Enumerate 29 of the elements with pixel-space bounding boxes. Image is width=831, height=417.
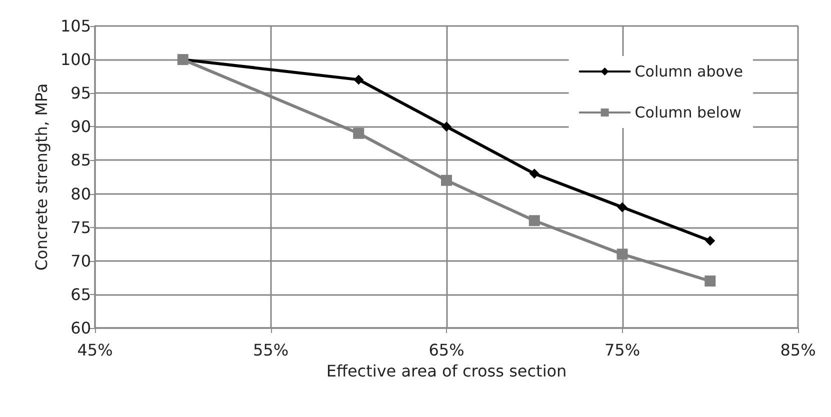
point <box>704 276 716 287</box>
y-tick-label: 75 <box>70 218 91 237</box>
y-tick-label: 105 <box>60 16 91 36</box>
legend-label: Column below <box>634 104 742 122</box>
point <box>441 174 452 186</box>
x-tick-label: 65% <box>428 340 464 360</box>
x-tick-label: 45% <box>77 340 113 360</box>
point <box>705 236 716 246</box>
y-tick-label: 65 <box>70 284 91 304</box>
y-tick-label: 100 <box>60 50 91 70</box>
point <box>528 215 540 226</box>
x-tick-label: 85% <box>780 340 816 360</box>
point <box>617 202 628 212</box>
x-axis-title: Effective area of cross section <box>326 361 567 380</box>
y-tick-label: 90 <box>70 117 91 136</box>
point <box>353 128 364 139</box>
y-tick-label: 85 <box>70 150 91 170</box>
y-tick-label: 95 <box>70 84 91 103</box>
y-axis-title: Concrete strength, MPa <box>32 83 52 271</box>
y-tick-label: 60 <box>70 318 91 338</box>
point <box>442 122 452 132</box>
point <box>529 168 540 179</box>
legend-label: Column above <box>634 62 744 80</box>
x-tick-label: 55% <box>252 340 289 360</box>
point <box>616 248 628 260</box>
x-tick-label: 75% <box>604 340 640 360</box>
point <box>354 74 364 85</box>
y-tick-label: 80 <box>70 184 91 204</box>
y-tick-label: 70 <box>70 251 91 270</box>
